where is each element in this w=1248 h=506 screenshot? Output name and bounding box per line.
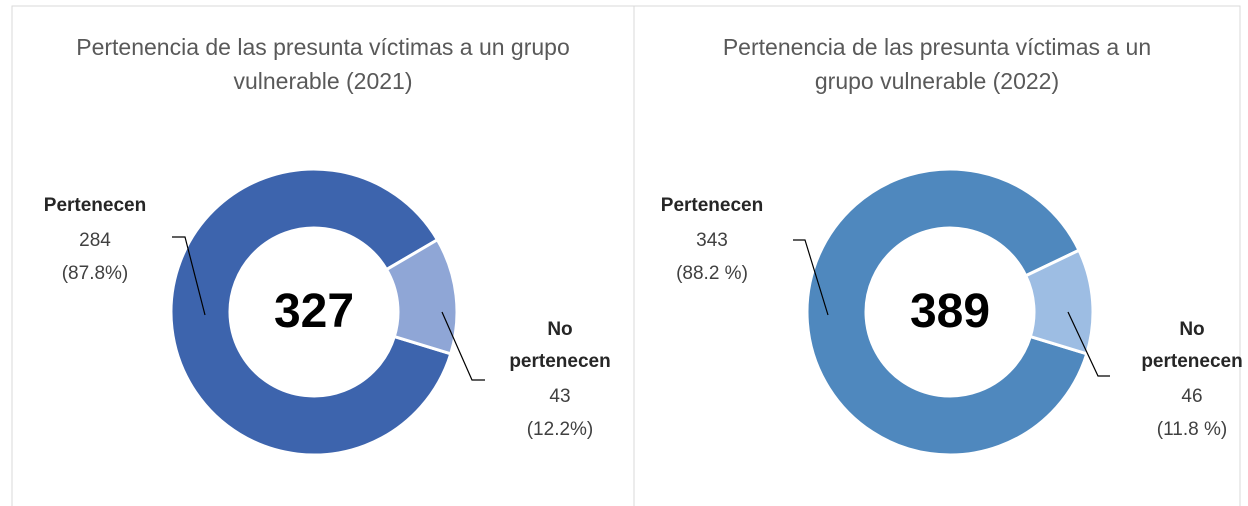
donut-slice <box>169 167 453 457</box>
value-label: 343 <box>696 230 728 251</box>
leader-line <box>172 236 206 316</box>
value-label: 46 <box>1181 386 1203 407</box>
category-label: Pertenecen <box>660 195 764 216</box>
leader-line <box>1067 311 1110 377</box>
panel-frame <box>633 5 1241 506</box>
chart-title: Pertenencia de las presunta víctimas a u… <box>76 34 570 94</box>
leader-line <box>441 311 485 381</box>
percent-label: (11.8 %) <box>1156 419 1228 440</box>
donut-slice <box>805 167 1089 457</box>
percent-label: (88.2 %) <box>676 263 748 284</box>
total-label: 327 <box>273 285 355 338</box>
donut-slice <box>1023 248 1095 356</box>
value-label: 43 <box>549 386 571 407</box>
category-label: No pertenecen <box>509 319 611 372</box>
category-label: No pertenecen <box>1141 319 1243 372</box>
percent-label: (87.8%) <box>61 263 129 284</box>
total-label: 389 <box>909 285 991 338</box>
percent-label: (12.2%) <box>526 419 594 440</box>
value-label: 284 <box>79 230 111 251</box>
leader-line <box>793 239 829 316</box>
chart-title: Pertenencia de las presunta víctimas a u… <box>722 34 1152 94</box>
category-label: Pertenecen <box>43 195 147 216</box>
donut-slice <box>384 237 459 356</box>
